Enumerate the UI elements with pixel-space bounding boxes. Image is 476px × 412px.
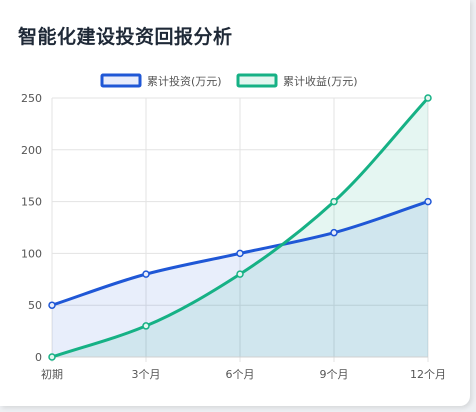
legend-swatch-0[interactable] — [100, 73, 142, 88]
data-point-s0-0[interactable] — [48, 301, 56, 309]
x-tick-label-3: 9个月 — [320, 368, 349, 381]
x-tick-label-4: 12个月 — [410, 368, 446, 381]
data-point-s1-1[interactable] — [142, 322, 150, 330]
y-tick-label-2: 100 — [21, 247, 42, 260]
legend-label-1[interactable]: 累计收益(万元) — [283, 74, 358, 88]
y-tick-label-0: 0 — [35, 351, 42, 364]
data-point-s0-3[interactable] — [330, 228, 338, 237]
data-point-s0-4[interactable] — [424, 197, 432, 206]
series-area-0 — [52, 201, 428, 357]
y-tick-label-1: 50 — [28, 299, 42, 312]
data-point-s0-2[interactable] — [236, 249, 244, 258]
legend-label-0[interactable]: 累计投资(万元) — [147, 74, 222, 88]
chart-card: 智能化建设投资回报分析 0 50 100 150 200 250 初期 3个月 6个月 9个月 12… — [0, 0, 470, 406]
data-point-s1-3[interactable] — [330, 197, 338, 206]
data-point-s1-0[interactable] — [48, 353, 56, 361]
series-area-1 — [52, 98, 428, 357]
y-tick-label-4: 200 — [21, 144, 42, 157]
data-point-s0-1[interactable] — [142, 270, 150, 278]
x-tick-label-2: 6个月 — [226, 368, 255, 381]
y-tick-label-3: 150 — [21, 196, 42, 209]
x-tick-label-1: 3个月 — [132, 368, 161, 381]
x-tick-label-0: 初期 — [41, 367, 63, 381]
legend-swatch-1[interactable] — [236, 73, 278, 88]
line-chart: 0 50 100 150 200 250 初期 3个月 6个月 9个月 12个月 累计投资(万元) 累计… — [21, 73, 446, 381]
data-point-s1-4[interactable] — [424, 94, 432, 102]
y-tick-label-5: 250 — [21, 92, 42, 105]
page-title: 智能化建设投资回报分析 — [18, 26, 233, 48]
data-point-s1-2[interactable] — [236, 270, 244, 278]
